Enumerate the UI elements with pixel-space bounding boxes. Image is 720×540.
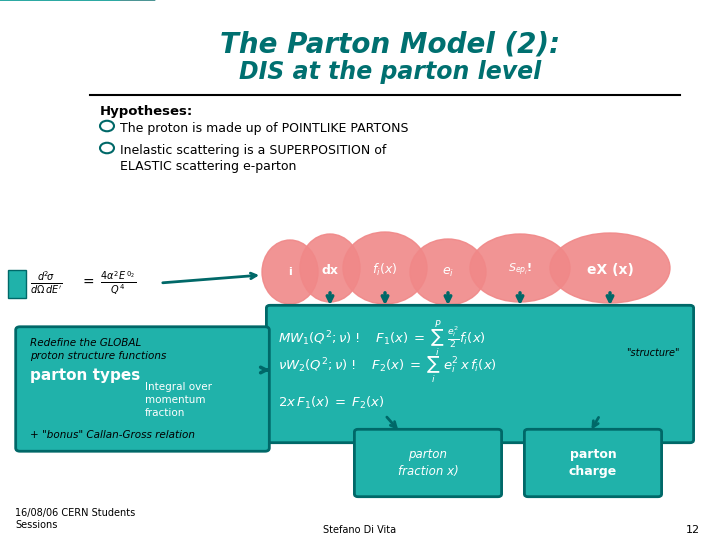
Text: Hypotheses:: Hypotheses: xyxy=(100,105,193,118)
Text: $e_i$: $e_i$ xyxy=(442,266,454,279)
Text: Stefano Di Vita: Stefano Di Vita xyxy=(323,525,397,535)
Ellipse shape xyxy=(300,234,360,302)
Text: DIS at the parton level: DIS at the parton level xyxy=(239,60,541,84)
Text: ELASTIC scattering e-parton: ELASTIC scattering e-parton xyxy=(120,160,297,173)
FancyBboxPatch shape xyxy=(266,305,693,443)
Text: $MW_1(Q^2;\nu)\;!\quad F_1(x)\;=\;\underset{i}{\overset{P}{\sum}}\;\frac{e_i^2}{: $MW_1(Q^2;\nu)\;!\quad F_1(x)\;=\;\under… xyxy=(278,318,486,359)
Text: $2x\,F_1(x)\;=\;F_2(x)$: $2x\,F_1(x)\;=\;F_2(x)$ xyxy=(278,395,384,411)
Ellipse shape xyxy=(410,239,486,305)
Ellipse shape xyxy=(550,233,670,303)
Ellipse shape xyxy=(343,232,427,304)
Text: The proton is made up of POINTLIKE PARTONS: The proton is made up of POINTLIKE PARTO… xyxy=(120,122,408,135)
FancyBboxPatch shape xyxy=(524,429,662,497)
Text: Integral over
momentum
fraction: Integral over momentum fraction xyxy=(145,382,212,418)
Text: Inelastic scattering is a SUPERPOSITION of: Inelastic scattering is a SUPERPOSITION … xyxy=(120,144,387,157)
Text: parton types: parton types xyxy=(30,368,140,383)
Circle shape xyxy=(100,143,114,153)
Text: dx: dx xyxy=(322,264,338,276)
Text: i: i xyxy=(288,267,292,277)
Text: eX (x): eX (x) xyxy=(587,263,634,277)
Text: 16/08/06 CERN Students
Sessions: 16/08/06 CERN Students Sessions xyxy=(15,508,135,530)
Text: Redefine the GLOBAL
proton structure functions: Redefine the GLOBAL proton structure fun… xyxy=(30,338,166,361)
Text: $=\;\frac{4\alpha^2 E^{\,0_2}}{Q^4}$: $=\;\frac{4\alpha^2 E^{\,0_2}}{Q^4}$ xyxy=(80,269,136,296)
Text: $S_{ep_i}$!: $S_{ep_i}$! xyxy=(508,262,532,278)
Text: "structure": "structure" xyxy=(626,348,680,358)
Text: 12: 12 xyxy=(686,525,700,535)
Text: $\nu W_2(Q^2;\nu)\;!\quad F_2(x)\;=\;\underset{i}{\sum}\;e_i^2\,x\,f_i(x)$: $\nu W_2(Q^2;\nu)\;!\quad F_2(x)\;=\;\un… xyxy=(278,355,497,386)
Text: The Parton Model (2):: The Parton Model (2): xyxy=(220,30,560,58)
Ellipse shape xyxy=(262,240,318,304)
Text: + "bonus" Callan-Gross relation: + "bonus" Callan-Gross relation xyxy=(30,430,195,440)
FancyBboxPatch shape xyxy=(354,429,502,497)
FancyBboxPatch shape xyxy=(8,270,26,298)
Text: parton
fraction x): parton fraction x) xyxy=(397,448,459,478)
FancyBboxPatch shape xyxy=(16,327,269,451)
Ellipse shape xyxy=(470,234,570,302)
Text: parton
charge: parton charge xyxy=(569,448,617,478)
Circle shape xyxy=(100,121,114,131)
Text: $\frac{d^2\!\sigma}{d\Omega\,dE^{\prime}}$: $\frac{d^2\!\sigma}{d\Omega\,dE^{\prime}… xyxy=(30,271,62,295)
Text: $f_i(x)$: $f_i(x)$ xyxy=(372,262,397,278)
